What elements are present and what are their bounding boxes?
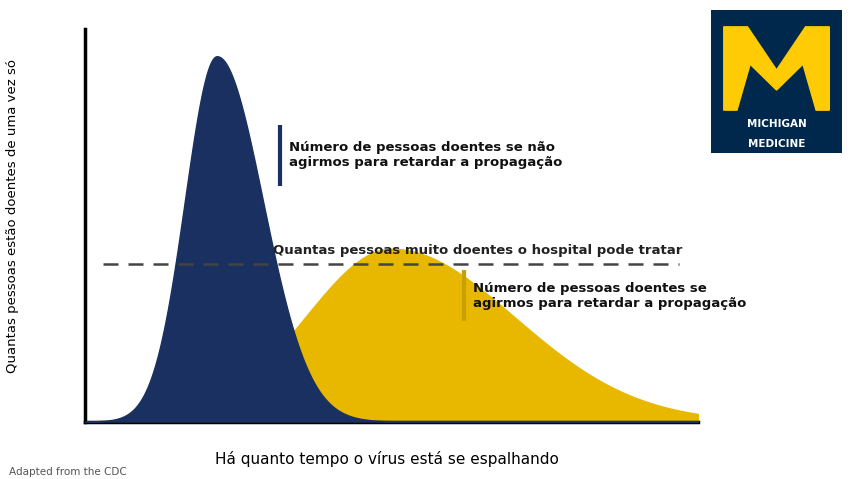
Text: Quantas pessoas estão doentes de uma vez só: Quantas pessoas estão doentes de uma vez… (6, 58, 20, 373)
Text: Quantas pessoas muito doentes o hospital pode tratar: Quantas pessoas muito doentes o hospital… (273, 244, 683, 257)
Text: Número de pessoas doentes se não
agirmos para retardar a propagação: Número de pessoas doentes se não agirmos… (289, 141, 563, 170)
Text: Há quanto tempo o vírus está se espalhando: Há quanto tempo o vírus está se espalhan… (215, 451, 559, 467)
Text: Adapted from the CDC: Adapted from the CDC (9, 467, 126, 477)
Text: MEDICINE: MEDICINE (748, 139, 805, 149)
Text: MICHIGAN: MICHIGAN (746, 119, 807, 129)
Polygon shape (723, 27, 829, 110)
Text: Número de pessoas doentes se
agirmos para retardar a propagação: Número de pessoas doentes se agirmos par… (473, 282, 746, 310)
